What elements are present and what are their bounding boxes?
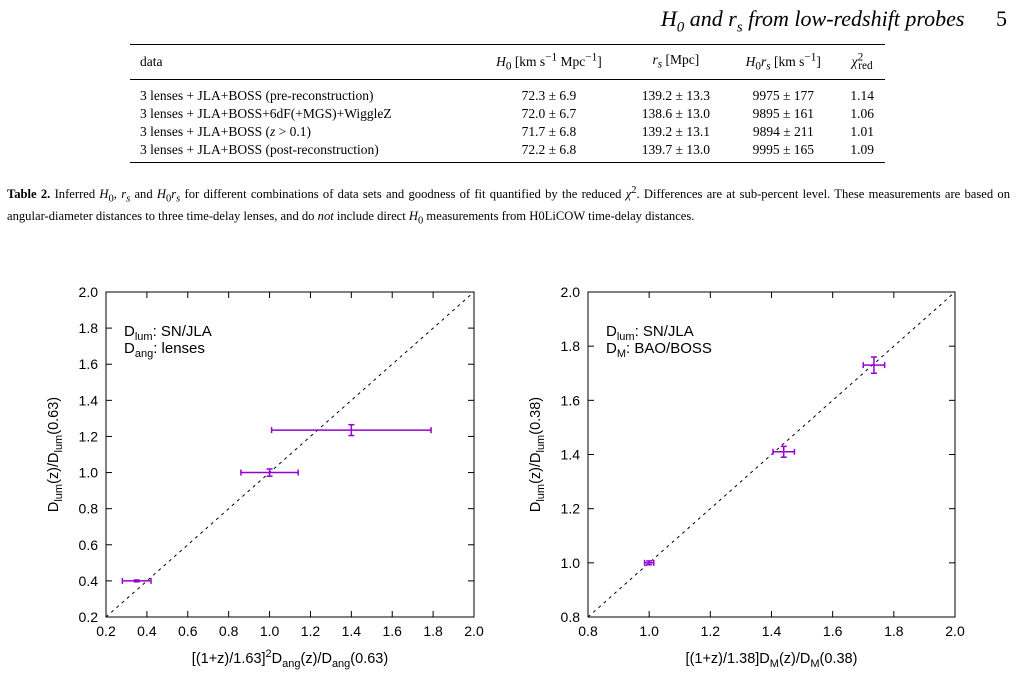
data-point [121, 577, 152, 584]
page-number: 5 [996, 6, 1007, 31]
y-tick-label: 0.6 [79, 537, 99, 553]
x-tick-label: 0.6 [178, 623, 198, 639]
data-point [772, 445, 796, 458]
x-axis-label: [(1+z)/1.63]2Dang(z)/Dang(0.63) [192, 648, 388, 670]
legend-entry: DM: BAO/BOSS [606, 340, 712, 360]
row-h0rs: 9995 ± 165 [752, 142, 814, 158]
y-tick-label: 1.8 [561, 338, 581, 354]
x-tick-label: 2.0 [945, 623, 965, 639]
x-tick-label: 1.8 [884, 623, 904, 639]
x-axis-label: [(1+z)/1.38]DM(z)/DM(0.38) [686, 651, 858, 670]
y-tick-label: 2.0 [561, 284, 581, 300]
row-chi2: 1.14 [850, 88, 874, 104]
y-tick-label: 0.4 [79, 573, 99, 589]
legend-entry: Dlum: SN/JLA [124, 323, 212, 343]
header-h0: H0 [km s−1 Mpc−1] [473, 44, 625, 81]
y-tick-label: 1.2 [79, 428, 99, 444]
x-tick-label: 1.2 [301, 623, 321, 639]
legend-entry: Dlum: SN/JLA [606, 323, 694, 343]
row-label: 3 lenses + JLA+BOSS (pre-reconstruction) [140, 88, 374, 104]
y-tick-label: 0.8 [561, 609, 581, 625]
y-tick-label: 1.0 [79, 465, 99, 481]
header-chi2: χ2red [839, 44, 885, 81]
row-rs: 139.7 ± 13.0 [641, 142, 710, 158]
table-caption: Table 2. Inferred H0, rs and H0rs for di… [7, 183, 1010, 229]
x-tick-label: 1.6 [382, 623, 402, 639]
x-tick-label: 1.6 [823, 623, 843, 639]
table-header-row: data H0 [km s−1 Mpc−1] rs [Mpc] H0rs [km… [130, 44, 885, 81]
row-h0: 72.0 ± 6.7 [521, 106, 577, 122]
x-tick-label: 0.8 [578, 623, 598, 639]
y-axis-label: Dlum(z)/Dlum(0.63) [46, 397, 65, 512]
x-tick-label: 2.0 [464, 623, 484, 639]
row-h0: 72.3 ± 6.9 [521, 88, 577, 104]
y-tick-label: 1.4 [79, 392, 99, 408]
row-h0: 72.2 ± 6.8 [521, 142, 577, 158]
row-label: 3 lenses + JLA+BOSS (post-reconstruction… [140, 142, 379, 158]
row-rs: 138.6 ± 13.0 [641, 106, 710, 122]
row-h0rs: 9975 ± 177 [752, 88, 814, 104]
caption-text: Inferred H0, rs and H0rs for different c… [7, 185, 1011, 227]
plot-bao-vs-sn: 0.8 1.0 1.2 1.4 1.6 1.8 2.0 0.8 1.0 1.2 1.4 1.6 1.8 2… [528, 284, 965, 670]
results-table: data H0 [km s−1 Mpc−1] rs [Mpc] H0rs [km… [130, 44, 885, 164]
x-tick-label: 1.4 [342, 623, 362, 639]
x-tick-label: 1.8 [423, 623, 443, 639]
plot-frame [105, 291, 475, 618]
row-rs: 139.2 ± 13.3 [641, 88, 710, 104]
x-tick-label: 0.2 [96, 623, 116, 639]
reference-line [105, 291, 475, 618]
running-head-title: H0 and rs from low-redshift probes [660, 6, 965, 36]
y-tick-label: 1.6 [561, 392, 581, 408]
legend-entry: Dang: lenses [124, 340, 205, 360]
y-tick-label: 0.2 [79, 609, 99, 625]
reference-line [587, 291, 956, 618]
y-tick-label: 0.8 [79, 501, 99, 517]
row-chi2: 1.06 [850, 106, 874, 122]
x-tick-label: 1.0 [639, 623, 659, 639]
x-tick-label: 1.2 [701, 623, 721, 639]
data-point [240, 468, 299, 477]
table-row: 3 lenses + JLA+BOSS (pre-reconstruction)… [130, 80, 885, 106]
header-h0rs: H0rs [km s−1] [727, 44, 840, 81]
row-rs: 139.2 ± 13.1 [641, 124, 710, 140]
y-tick-label: 1.4 [561, 447, 581, 463]
row-h0rs: 9894 ± 211 [752, 124, 814, 140]
x-tick-label: 0.4 [137, 623, 157, 639]
table-body: 3 lenses + JLA+BOSS (pre-reconstruction)… [130, 80, 885, 163]
row-chi2: 1.01 [850, 124, 874, 140]
data-point [643, 559, 655, 566]
header-rs: rs [Mpc] [624, 44, 728, 81]
x-tick-label: 1.0 [260, 623, 280, 639]
y-tick-label: 1.2 [561, 501, 581, 517]
table-row: 3 lenses + JLA+BOSS (post-reconstruction… [130, 141, 885, 163]
row-h0rs: 9895 ± 161 [752, 106, 814, 122]
x-tick-label: 1.4 [762, 623, 782, 639]
running-head: H0 and rs from low-redshift probes 5 [661, 6, 1007, 36]
row-label: 3 lenses + JLA+BOSS (z > 0.1) [140, 124, 311, 140]
y-tick-label: 1.0 [561, 555, 581, 571]
row-chi2: 1.09 [850, 142, 874, 158]
y-tick-label: 2.0 [79, 284, 99, 300]
x-tick-label: 0.8 [219, 623, 239, 639]
caption-label: Table 2. [7, 187, 51, 202]
table-row: 3 lenses + JLA+BOSS (z > 0.1) 71.7 ± 6.8 1… [130, 123, 885, 141]
data-point [270, 423, 432, 437]
y-tick-label: 1.8 [79, 320, 99, 336]
row-label: 3 lenses + JLA+BOSS+6dF(+MGS)+WiggleZ [140, 106, 392, 122]
y-tick-label: 1.6 [79, 356, 99, 372]
row-h0: 71.7 ± 6.8 [521, 124, 577, 140]
y-axis-label: Dlum(z)/Dlum(0.38) [528, 397, 547, 512]
data-point [862, 356, 886, 374]
table-row: 3 lenses + JLA+BOSS+6dF(+MGS)+WiggleZ 72.… [130, 105, 885, 123]
header-data: data [130, 44, 474, 81]
plot-lenses-vs-sn: 0.2 0.4 0.6 0.8 1.0 1.2 1.4 1.6 1.8 2.0 0.2 0.4 0.6 0… [46, 284, 484, 670]
